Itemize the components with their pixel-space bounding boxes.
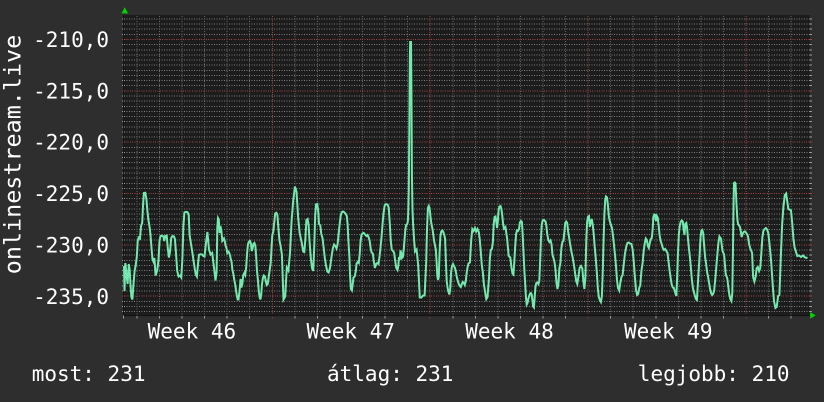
- svg-text:Week 48: Week 48: [465, 320, 554, 344]
- svg-text:-220,0: -220,0: [33, 131, 109, 155]
- svg-text:-235,0: -235,0: [33, 285, 109, 309]
- svg-text:-215,0: -215,0: [33, 79, 109, 103]
- svg-text:-230,0: -230,0: [33, 233, 109, 257]
- svg-text:Week 47: Week 47: [306, 320, 395, 344]
- svg-text:Week 46: Week 46: [148, 320, 237, 344]
- svg-text:Week 49: Week 49: [624, 320, 713, 344]
- svg-text:most: 231: most: 231: [32, 362, 146, 386]
- svg-text:onlinestream.live: onlinestream.live: [0, 35, 27, 274]
- svg-text:-210,0: -210,0: [33, 28, 109, 52]
- svg-text:legjobb: 210: legjobb: 210: [638, 362, 790, 386]
- svg-text:-225,0: -225,0: [33, 182, 109, 206]
- svg-text:átlag: 231: átlag: 231: [327, 362, 453, 386]
